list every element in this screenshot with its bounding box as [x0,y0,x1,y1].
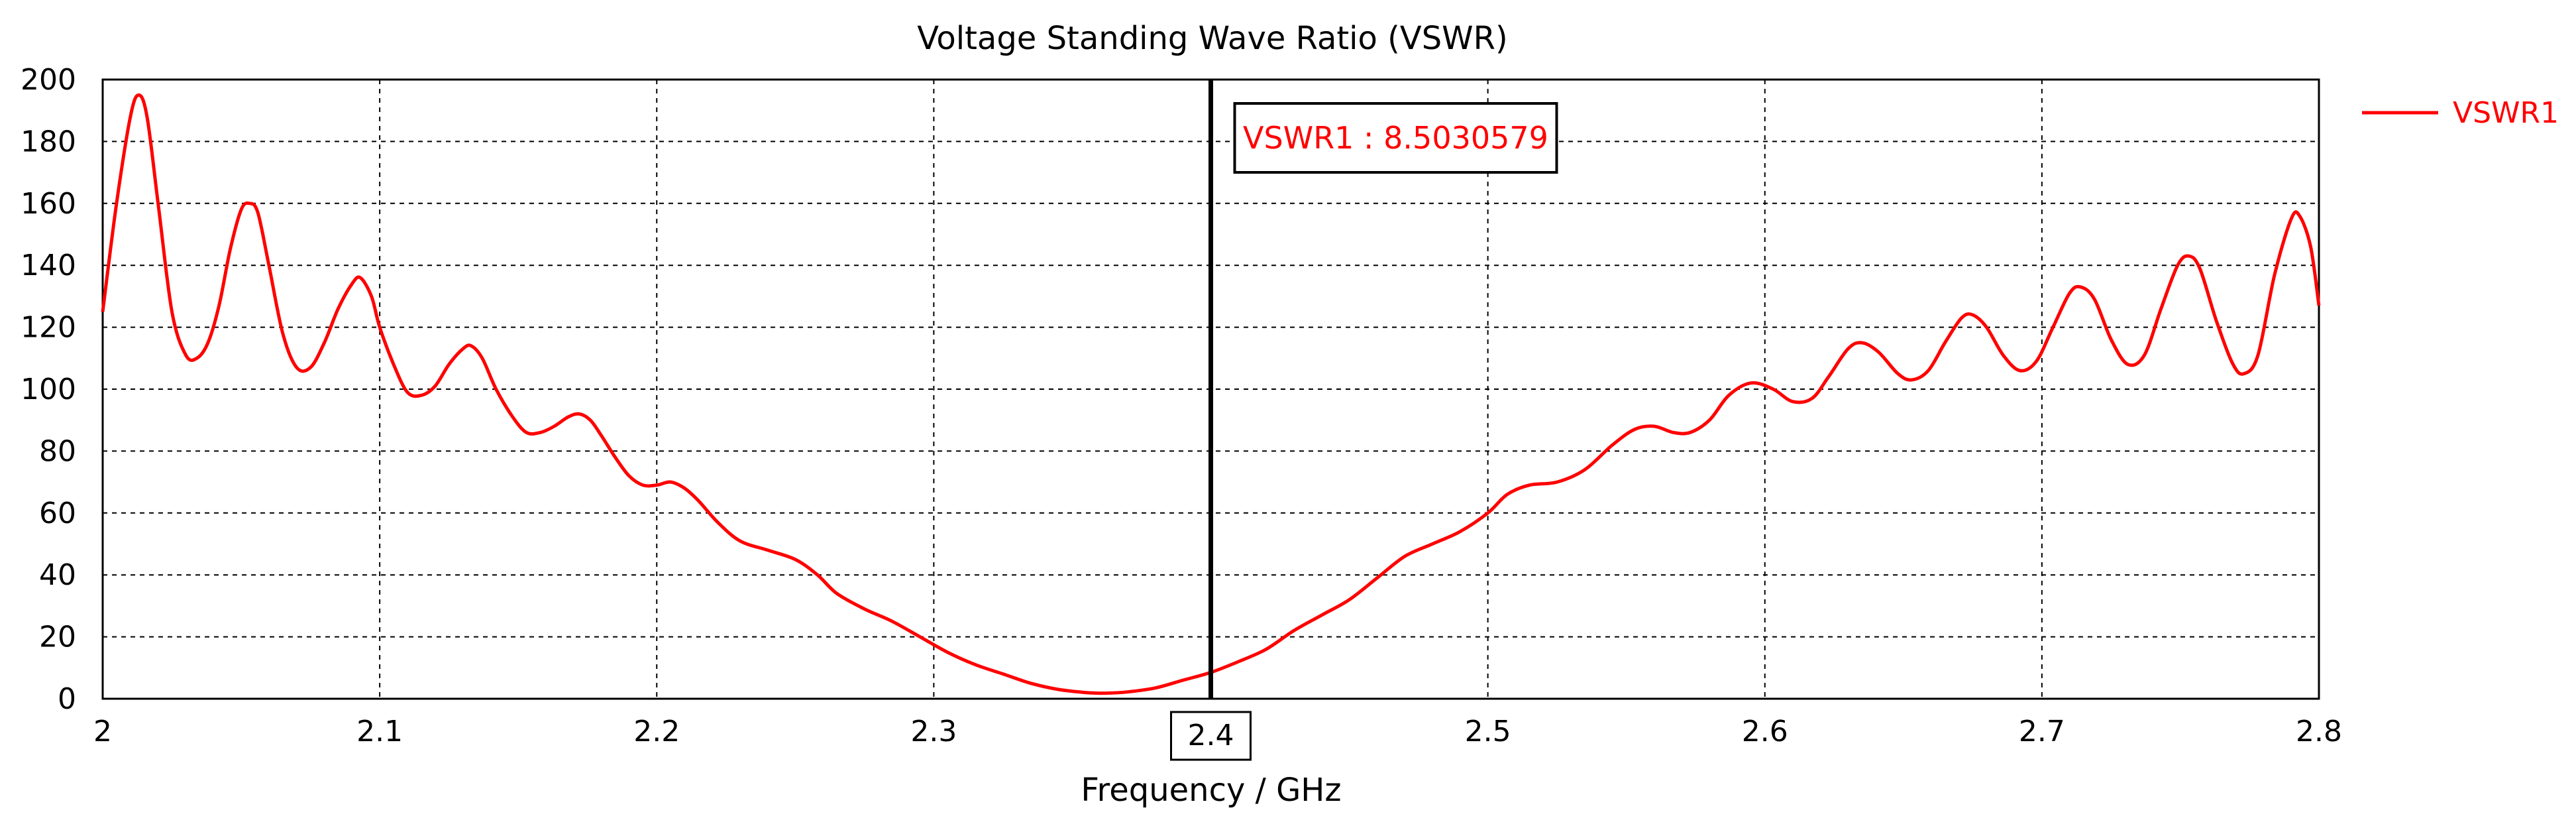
y-tick-label: 60 [39,497,76,530]
marker-x-value-box [1170,711,1252,761]
chart-title: Voltage Standing Wave Ratio (VSWR) [917,20,1507,57]
marker-layer[interactable]: 2.4 VSWR1 : 8.5030579 [1170,80,1558,761]
y-axis: 0 20 40 60 80 100 120 140 160 180 200 [21,63,76,716]
y-tick-label: 20 [39,621,76,654]
legend[interactable]: VSWR1 [2362,96,2559,130]
x-axis-label: Frequency / GHz [1081,772,1341,809]
y-tick-label: 100 [21,373,76,406]
y-tick-label: 40 [39,558,76,592]
y-tick-label: 160 [21,187,76,221]
x-tick-label: 2.5 [1465,715,1511,748]
y-tick-label: 120 [21,311,76,345]
x-tick-label: 2.7 [2019,715,2065,748]
x-tick-label: 2.1 [356,715,403,748]
y-tick-label: 180 [21,125,76,158]
marker-readout-box [1233,102,1558,174]
x-tick-label: 2.3 [910,715,957,748]
y-tick-label: 200 [21,63,76,97]
y-tick-label: 140 [21,249,76,282]
x-tick-label: 2.8 [2296,715,2342,748]
x-tick-label: 2 [93,715,112,748]
marker-readout-text: VSWR1 : 8.5030579 [1243,120,1548,156]
x-tick-label: 2.6 [1742,715,1788,748]
legend-label[interactable]: VSWR1 [2453,96,2559,130]
series-layer [101,93,2321,695]
series-line-vswr1 [101,93,2321,695]
y-tick-label: 80 [39,434,76,468]
marker-x-value: 2.4 [1188,719,1234,752]
y-tick-label: 0 [58,682,76,716]
x-tick-label: 2.2 [633,715,680,748]
